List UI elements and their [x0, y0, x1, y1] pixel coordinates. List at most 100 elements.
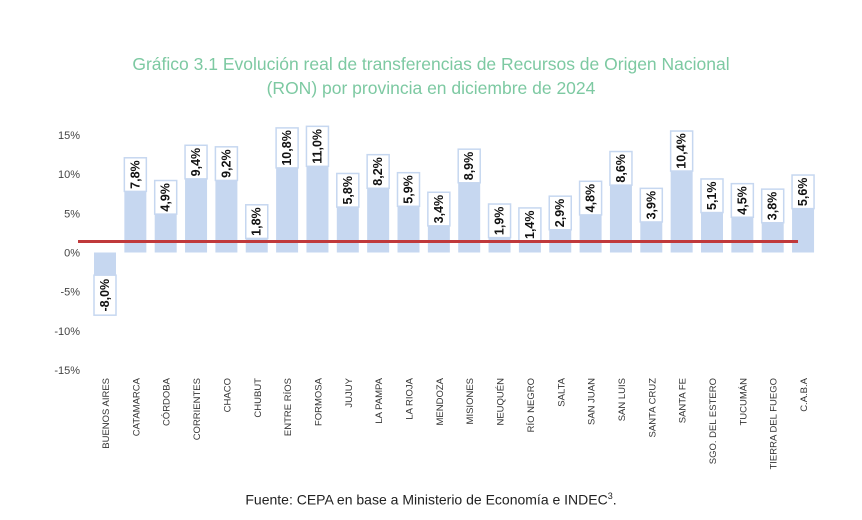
data-label-box — [669, 130, 694, 172]
data-label: 9,2% — [219, 149, 233, 178]
bar — [640, 221, 663, 253]
category-label: NEUQUÉN — [496, 378, 507, 426]
data-label-box — [487, 203, 512, 239]
category-label: TIERRA DEL FUEGO — [769, 378, 780, 470]
source-note: Fuente: CEPA en base a Ministerio de Eco… — [245, 491, 617, 508]
y-tick-label: -5% — [60, 287, 80, 299]
data-label-box — [336, 172, 360, 208]
data-label: -8,0% — [98, 279, 112, 312]
category-label: CORRIENTES — [192, 378, 203, 440]
data-label-box — [791, 174, 815, 210]
data-label-box — [427, 191, 451, 227]
bar — [367, 188, 390, 253]
data-label-box — [275, 127, 299, 169]
bar — [185, 178, 208, 253]
data-label: 3,9% — [644, 191, 658, 220]
data-label: 2,9% — [553, 199, 567, 228]
bar — [609, 185, 632, 253]
data-label: 1,9% — [493, 207, 507, 236]
category-label: CHUBUT — [253, 378, 264, 418]
y-tick-label: 5% — [64, 208, 80, 220]
data-label: 4,8% — [584, 184, 598, 213]
data-label-box — [123, 157, 148, 193]
category-label: SGO. DEL ESTERO — [708, 378, 719, 464]
category-label: JUJUY — [344, 377, 355, 407]
data-label: 3,4% — [432, 195, 446, 224]
category-label: SANTA FE — [678, 378, 689, 423]
bar — [124, 191, 147, 253]
bar — [427, 225, 450, 253]
chart-title-line-2: (RON) por provincia en diciembre de 2024 — [266, 78, 596, 98]
data-label-box — [609, 150, 633, 186]
data-label: 9,4% — [189, 148, 203, 177]
data-label-box — [730, 182, 755, 218]
bar — [518, 241, 541, 253]
data-label-box — [700, 178, 724, 214]
data-label-box — [639, 187, 664, 223]
bar — [792, 208, 815, 253]
data-label: 4,9% — [159, 183, 173, 212]
data-label: 3,8% — [766, 192, 780, 221]
bar — [701, 212, 723, 253]
data-label-box — [396, 171, 421, 208]
bar — [306, 166, 329, 253]
data-label-box — [153, 179, 178, 215]
category-label: TUCUMÁN — [738, 378, 749, 426]
category-label: SALTA — [556, 377, 567, 406]
category-label: LA RIOJA — [405, 377, 416, 419]
data-label: 7,8% — [128, 160, 142, 189]
data-label: 5,6% — [796, 178, 810, 207]
category-label: FORMOSA — [313, 377, 324, 426]
category-label: CHACO — [222, 378, 233, 412]
category-label: SAN JUAN — [587, 378, 598, 425]
data-label: 10,4% — [675, 133, 689, 168]
category-label: BUENOS AIRES — [101, 378, 112, 449]
bar — [731, 217, 754, 253]
source-text: Fuente: CEPA en base a Ministerio de Eco… — [245, 491, 608, 508]
data-label: 8,2% — [371, 157, 385, 186]
category-label: MISIONES — [465, 378, 476, 424]
data-label: 1,8% — [250, 207, 264, 236]
data-label: 5,1% — [705, 182, 719, 211]
chart-title-line-1: Gráfico 3.1 Evolución real de transferen… — [132, 54, 730, 74]
bar — [336, 207, 359, 253]
category-label: CATAMARCA — [131, 377, 142, 436]
data-label: 10,8% — [280, 130, 294, 165]
data-label: 8,6% — [614, 154, 628, 183]
data-label-box — [184, 144, 208, 180]
bar — [761, 222, 784, 253]
category-label: RÍO NEGRO — [526, 378, 537, 432]
data-label: 5,8% — [341, 176, 355, 205]
data-label: 1,4% — [523, 210, 537, 239]
bar — [488, 237, 511, 253]
bar — [215, 180, 238, 253]
category-label: CÓRDOBA — [162, 377, 173, 426]
bar — [670, 171, 693, 253]
y-tick-label: 15% — [58, 130, 80, 142]
data-label: 4,5% — [735, 186, 749, 215]
data-label-box — [305, 125, 330, 168]
data-label-box — [578, 180, 603, 216]
data-label: 8,9% — [462, 152, 476, 181]
data-label-box — [548, 195, 572, 231]
data-label-box — [457, 148, 481, 184]
category-label: ENTRE RÍOS — [283, 378, 294, 436]
data-label: 5,9% — [402, 175, 416, 204]
source-footnote-ref: 3 — [607, 491, 613, 501]
y-tick-label: 10% — [58, 169, 80, 181]
y-tick-label: -10% — [54, 326, 80, 338]
category-label: SAN LUIS — [617, 378, 628, 421]
bar — [276, 167, 299, 253]
bar — [397, 206, 420, 253]
bar — [154, 214, 177, 253]
data-label-box — [366, 153, 390, 190]
category-label: C.A.B.A — [799, 377, 810, 411]
y-tick-label: -15% — [54, 365, 80, 377]
chart-title: Gráfico 3.1 Evolución real de transferen… — [0, 52, 862, 100]
bar — [458, 182, 481, 253]
bar — [579, 214, 602, 253]
category-label: SANTA CRUZ — [647, 378, 658, 438]
data-label-box — [760, 188, 785, 224]
data-label-box — [93, 274, 117, 316]
